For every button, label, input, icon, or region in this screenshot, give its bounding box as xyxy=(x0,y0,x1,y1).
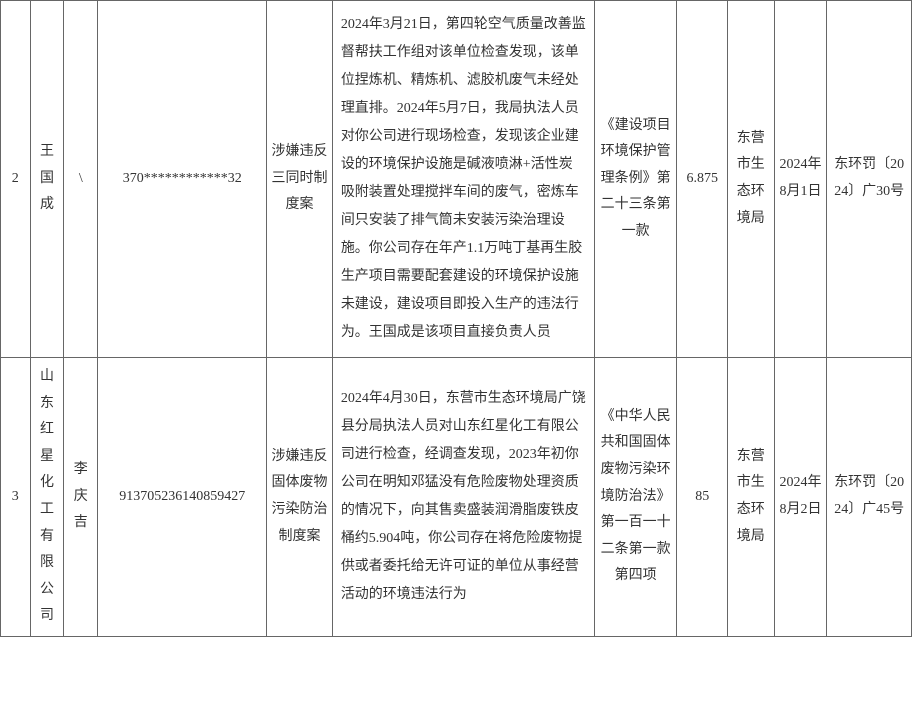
cell-doc-number: 东环罚〔2024〕广45号 xyxy=(827,358,912,637)
cell-authority: 东营市生态环境局 xyxy=(728,358,775,637)
cell-date: 2024年8月2日 xyxy=(774,358,827,637)
cell-id-code: 370************32 xyxy=(98,1,267,358)
table-row: 2 王国成 \ 370************32 涉嫌违反三同时制度案 202… xyxy=(1,1,912,358)
cell-doc-number: 东环罚〔2024〕广30号 xyxy=(827,1,912,358)
cell-penalty-amount: 6.875 xyxy=(677,1,728,358)
cell-legal-basis: 《建设项目环境保护管理条例》第二十三条第一款 xyxy=(594,1,676,358)
cell-party-name: 王国成 xyxy=(30,1,64,358)
cell-legal-rep: \ xyxy=(64,1,98,358)
cell-legal-rep: 李庆吉 xyxy=(64,358,98,637)
cell-penalty-amount: 85 xyxy=(677,358,728,637)
cell-party-name: 山东红星化工有限公司 xyxy=(30,358,64,637)
cell-case-type: 涉嫌违反固体废物污染防治制度案 xyxy=(267,358,333,637)
cell-case-type: 涉嫌违反三同时制度案 xyxy=(267,1,333,358)
cell-authority: 东营市生态环境局 xyxy=(728,1,775,358)
table-row: 3 山东红星化工有限公司 李庆吉 913705236140859427 涉嫌违反… xyxy=(1,358,912,637)
cell-description: 2024年4月30日，东营市生态环境局广饶县分局执法人员对山东红星化工有限公司进… xyxy=(332,358,594,637)
cell-id-code: 913705236140859427 xyxy=(98,358,267,637)
cell-date: 2024年8月1日 xyxy=(774,1,827,358)
cell-description: 2024年3月21日，第四轮空气质量改善监督帮扶工作组对该单位检查发现，该单位捏… xyxy=(332,1,594,358)
cell-index: 3 xyxy=(1,358,31,637)
cell-index: 2 xyxy=(1,1,31,358)
penalty-table: 2 王国成 \ 370************32 涉嫌违反三同时制度案 202… xyxy=(0,0,912,637)
cell-legal-basis: 《中华人民共和国固体废物污染环境防治法》第一百一十二条第一款第四项 xyxy=(594,358,676,637)
